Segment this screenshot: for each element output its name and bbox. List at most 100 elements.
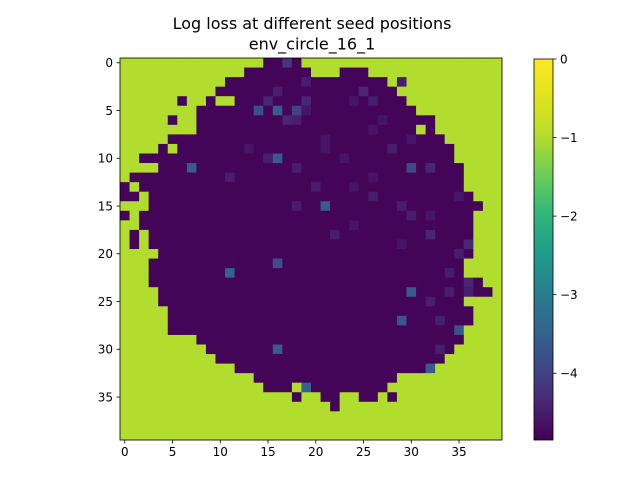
heatmap-cell [129,420,140,431]
heatmap-cell [358,210,369,221]
heatmap-cell [253,153,264,164]
heatmap-cell [416,115,426,126]
heatmap-cell [158,258,169,269]
heatmap-cell [339,411,350,422]
heatmap-cell [482,77,493,88]
heatmap-cell [186,115,197,126]
heatmap-cell [120,77,130,88]
heatmap-cell [158,115,169,126]
heatmap-cell [139,258,150,269]
heatmap-cell [339,420,350,431]
heatmap-cell [339,229,350,240]
heatmap-cell [158,306,169,317]
heatmap-cell [311,258,321,269]
heatmap-cell [377,277,388,288]
heatmap-cell [454,86,465,97]
heatmap-cell [196,67,207,78]
heatmap-cell [473,239,484,250]
heatmap-cell [282,153,293,164]
heatmap-cell [444,401,455,412]
heatmap-cell [377,229,388,240]
heatmap-cell [482,354,493,364]
heatmap-cell [406,268,417,279]
heatmap-cell [406,354,417,364]
heatmap-cell [234,172,245,183]
heatmap-cell [129,373,140,384]
heatmap-cell [263,172,274,183]
heatmap-cell [320,134,331,145]
heatmap-cell [263,401,274,412]
heatmap-cell [444,249,455,259]
heatmap-cell [463,296,474,307]
heatmap-cell [120,344,130,355]
x-tick-label: 20 [308,445,323,459]
heatmap-cell [263,287,274,298]
heatmap-cell [416,201,426,212]
heatmap-cell [396,191,407,202]
heatmap-cell [129,344,140,355]
heatmap-cell [473,401,484,412]
heatmap-cell [177,258,188,269]
heatmap-cell [482,124,493,135]
heatmap-cell [301,220,312,231]
heatmap-cell [139,182,150,193]
heatmap-cell [291,363,302,374]
heatmap-cell [396,143,407,154]
heatmap-cell [272,258,283,269]
heatmap-cell [349,105,360,116]
heatmap-cell [272,143,283,154]
heatmap-cell [330,277,341,288]
heatmap-cell [387,249,398,259]
heatmap-cell [301,287,312,298]
heatmap-cell [311,315,321,326]
heatmap-cell [377,58,388,68]
heatmap-cell [129,411,140,422]
heatmap-cell [253,296,264,307]
heatmap-cell [339,67,350,78]
heatmap-cell [416,306,426,317]
heatmap-cell [301,277,312,288]
heatmap-cell [454,191,465,202]
heatmap-cell [492,363,503,374]
heatmap-cell [349,411,360,422]
heatmap-cell [225,306,235,317]
heatmap-cell [425,392,436,403]
heatmap-cell [234,334,245,345]
heatmap-cell [120,201,130,212]
heatmap-cell [396,182,407,193]
heatmap-cell [463,411,474,422]
heatmap-cell [244,344,255,355]
heatmap-cell [377,67,388,78]
heatmap-cell [416,220,426,231]
heatmap-cell [377,220,388,231]
heatmap-cell [120,143,130,154]
heatmap-cell [416,277,426,288]
heatmap-cell [311,153,321,164]
heatmap-cell [387,430,398,441]
heatmap-cell [291,134,302,145]
heatmap-cell [253,392,264,403]
heatmap-cell [139,229,150,240]
heatmap-cell [186,420,197,431]
heatmap-cell [148,315,159,326]
heatmap-cell [492,287,503,298]
heatmap-cell [435,210,446,221]
heatmap-cell [263,153,274,164]
heatmap-cell [215,153,226,164]
heatmap-cell [377,134,388,145]
heatmap-cell [120,325,130,336]
heatmap-cell [186,401,197,412]
heatmap-cell [120,277,130,288]
heatmap-cell [416,373,426,384]
heatmap-cell [253,191,264,202]
heatmap-cell [396,115,407,126]
heatmap-cell [253,315,264,326]
heatmap-cell [330,392,341,403]
heatmap-cell [311,268,321,279]
heatmap-cell [406,58,417,68]
heatmap-cell [272,249,283,259]
heatmap-cell [253,182,264,193]
heatmap-cell [473,229,484,240]
heatmap-cell [244,239,255,250]
heatmap-cell [406,411,417,422]
